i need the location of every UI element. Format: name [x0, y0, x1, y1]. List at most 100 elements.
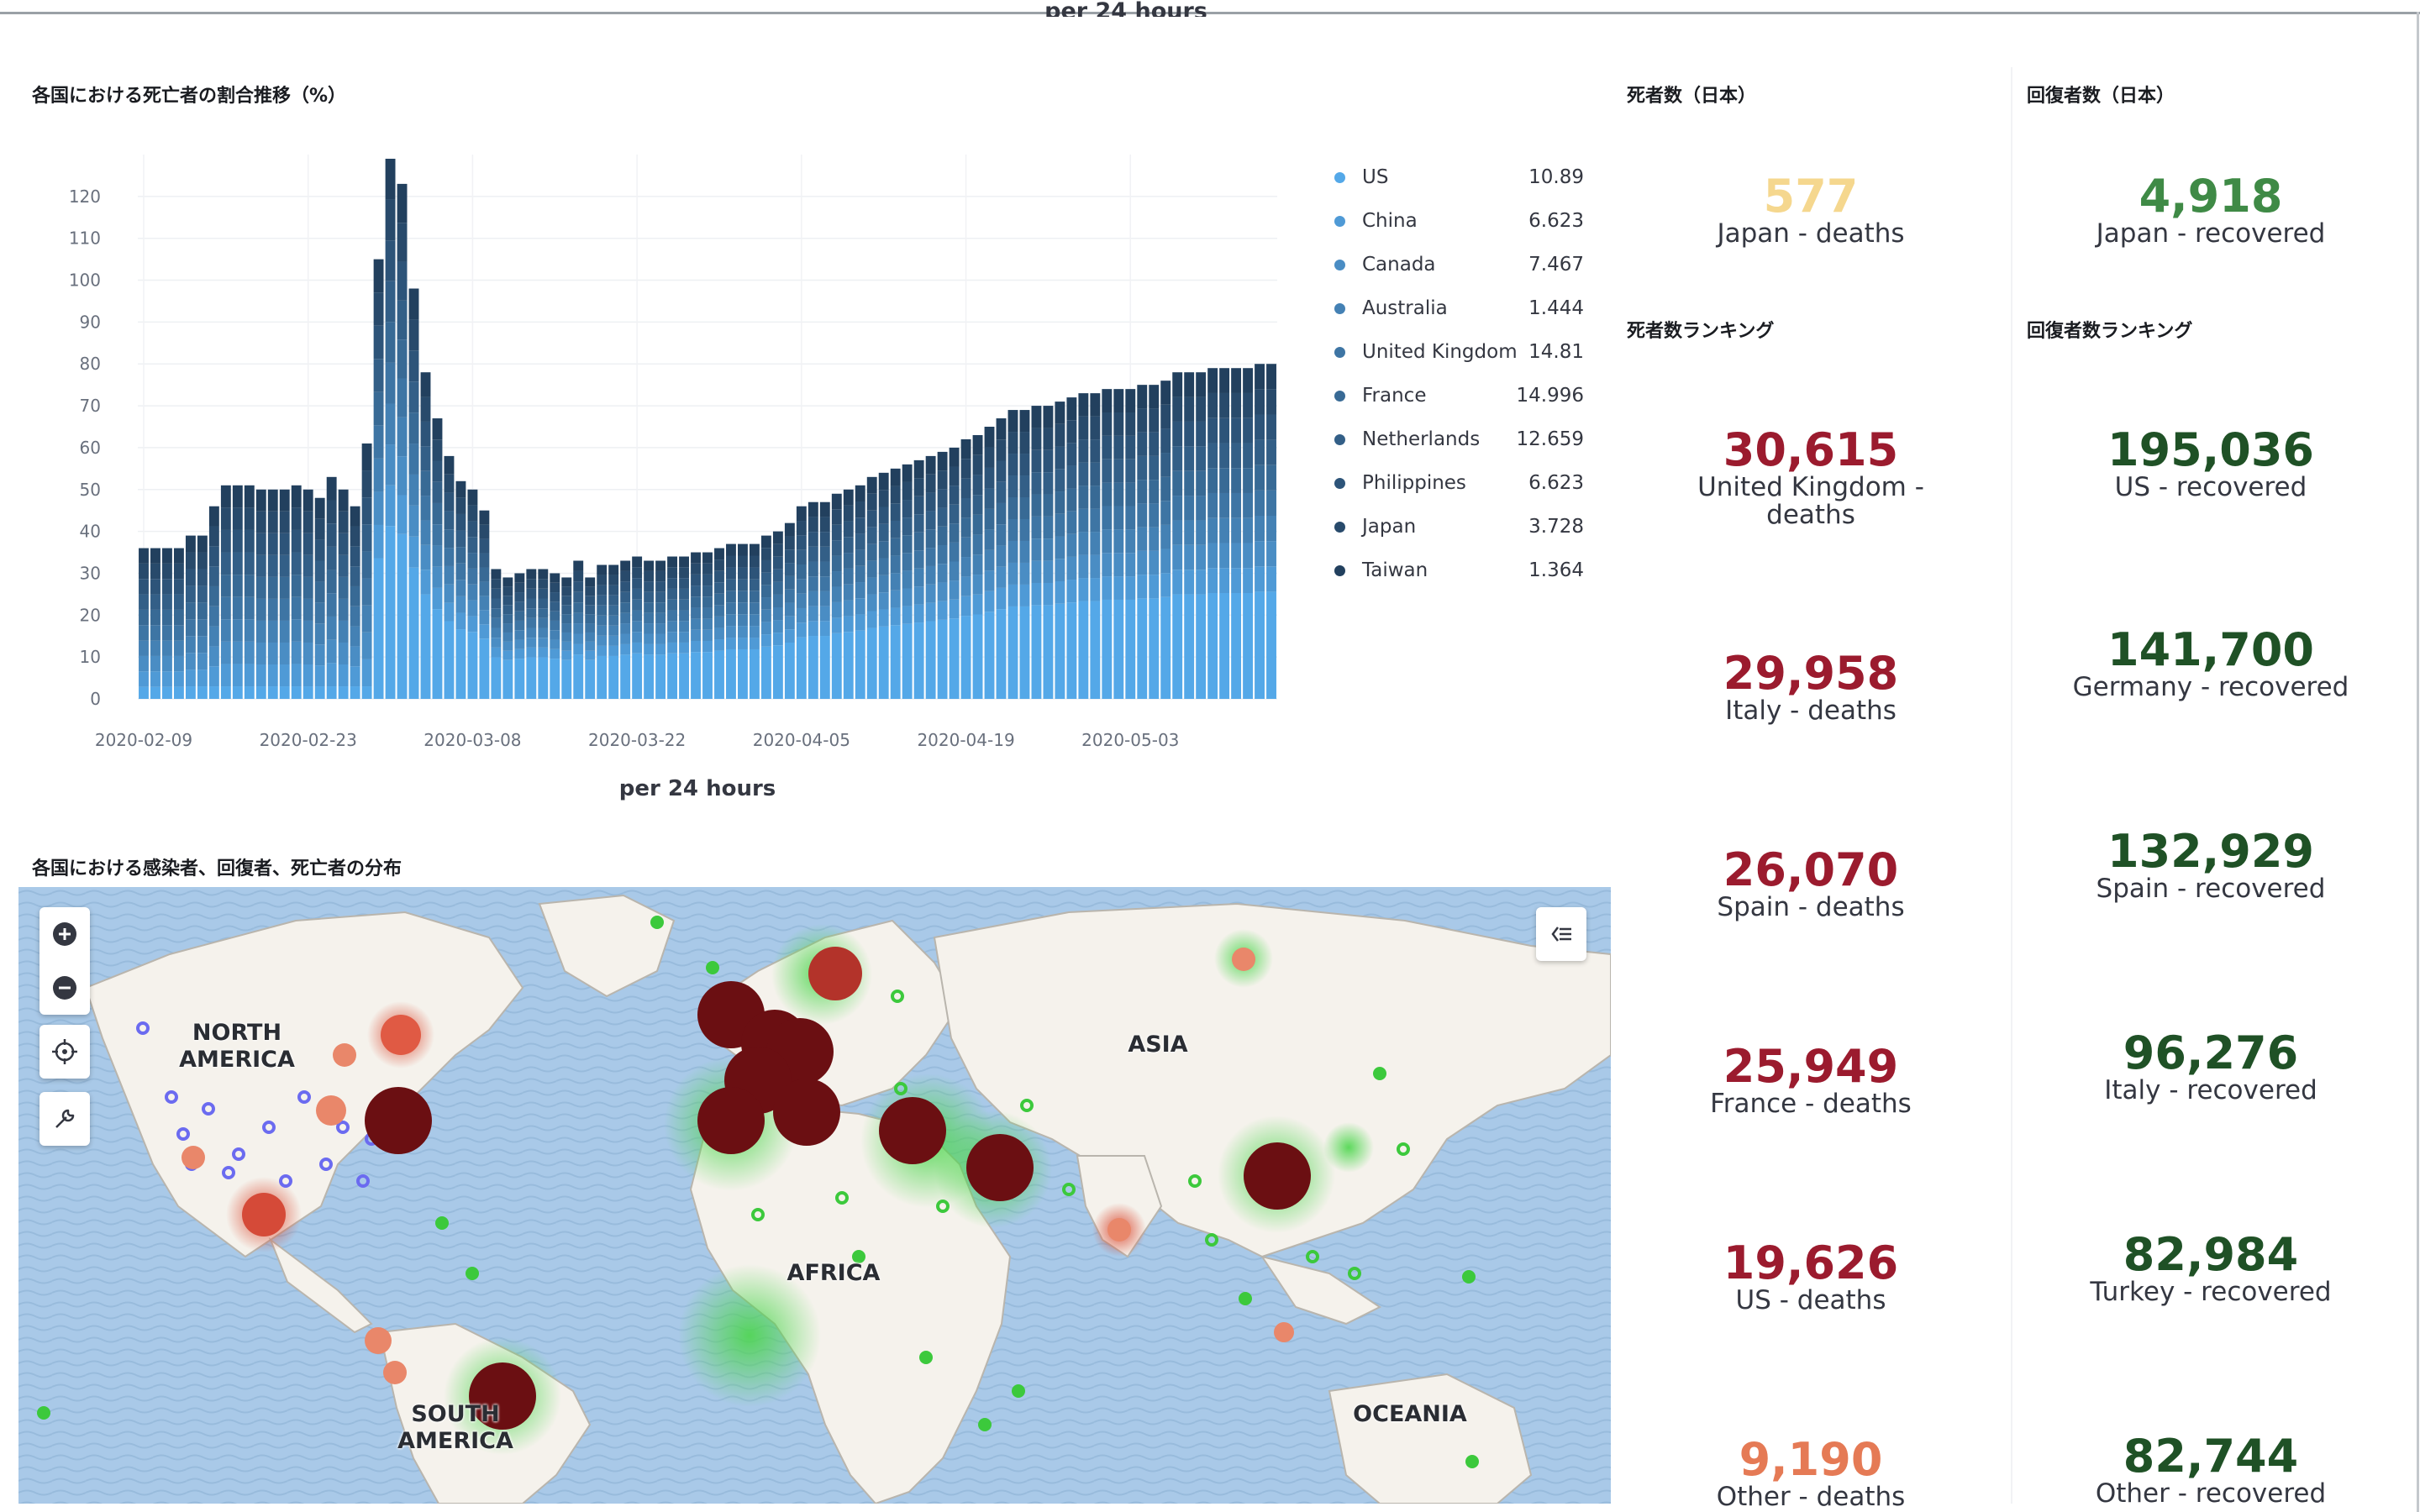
bar-segment [760, 548, 771, 560]
map-canvas[interactable] [18, 887, 1611, 1504]
bar-segment [1043, 428, 1054, 450]
bar-segment [819, 546, 830, 562]
bar-segment [620, 602, 631, 613]
bar-segment [949, 561, 960, 581]
marker-deaths-small [333, 1043, 356, 1067]
bar-segment [1102, 482, 1113, 507]
map-large-markers [365, 981, 1311, 1430]
bar-segment [890, 486, 901, 504]
stacked-bar [467, 489, 478, 699]
legend-toggle-button[interactable] [1536, 907, 1586, 961]
legend-item[interactable]: Philippines 6.623 [1332, 470, 1584, 496]
bar-segment [326, 593, 337, 617]
bar-segment [291, 552, 302, 575]
bar-segment [866, 476, 877, 494]
bar-segment [1266, 439, 1276, 465]
chart-x-axis-title: per 24 hours [618, 776, 776, 801]
map-label-africa: AFRICA [786, 1260, 881, 1286]
bar-segment [432, 460, 443, 482]
bar-segment [855, 549, 865, 566]
bar-segment [185, 619, 196, 637]
legend-item[interactable]: Taiwan 1.364 [1332, 558, 1584, 583]
metric-value: 19,626 [1723, 1236, 1899, 1289]
legend-item[interactable]: US 10.89 [1332, 165, 1584, 190]
bar-segment [855, 565, 865, 583]
bar-segment [855, 485, 865, 501]
legend-item[interactable]: Japan 3.728 [1332, 514, 1584, 539]
bar-segment [139, 563, 149, 580]
bar-segment [597, 595, 608, 606]
bar-segment [866, 510, 877, 528]
bar-segment [455, 480, 466, 498]
legend-item[interactable]: United Kingdom 14.81 [1332, 339, 1584, 365]
zoom-out-button[interactable] [39, 961, 90, 1015]
fit-bounds-button[interactable] [39, 1025, 90, 1079]
stacked-bar [314, 497, 325, 699]
bar-segment [173, 563, 184, 580]
stacked-bar [819, 501, 830, 699]
bar-segment [385, 240, 396, 281]
bar-segment [1090, 486, 1101, 509]
bar-segment [937, 451, 948, 471]
bar-segment [467, 568, 478, 585]
bar-segment [185, 636, 196, 654]
bar-segment [913, 550, 924, 569]
legend-item[interactable]: China 6.623 [1332, 208, 1584, 234]
bar-segment [397, 300, 408, 340]
bar-segment [279, 664, 290, 687]
legend-item[interactable]: France 14.996 [1332, 383, 1584, 408]
bar-segment [667, 588, 678, 600]
bar-segment [1090, 508, 1101, 533]
bar-segment [1255, 439, 1265, 465]
bar-segment [655, 560, 666, 571]
bar-segment [220, 641, 231, 664]
legend-dot-icon [1334, 565, 1345, 576]
bar-segment [255, 664, 266, 687]
bar-segment [1102, 576, 1113, 600]
bar-segment [1243, 568, 1254, 593]
bar-segment [738, 638, 748, 649]
bar-segment [302, 576, 313, 599]
bar-segment [420, 594, 431, 699]
stacked-bar [573, 560, 584, 699]
bar-segment [1184, 470, 1195, 496]
bar-segment [796, 549, 807, 565]
legend-item[interactable]: Netherlands 12.659 [1332, 427, 1584, 452]
bar-segment [1255, 566, 1265, 592]
bar-segment [655, 623, 666, 634]
bar-segment [1043, 582, 1054, 606]
stacked-bar [1007, 410, 1018, 699]
legend-item[interactable]: Canada 7.467 [1332, 252, 1584, 277]
bar-segment [479, 610, 490, 625]
bar-segment [1266, 541, 1276, 567]
bar-segment [361, 578, 372, 606]
bar-segment [1160, 453, 1171, 477]
bar-segment [949, 466, 960, 486]
bar-segment [749, 555, 760, 568]
bar-segment [397, 495, 408, 534]
bar-segment [220, 507, 231, 530]
bar-segment [608, 645, 619, 656]
bar-segment [561, 614, 572, 624]
bar-segment [1113, 576, 1124, 600]
bar-segment [597, 585, 608, 596]
bar-segment [1219, 468, 1230, 493]
world-map[interactable]: NORTH AMERICA SOUTH AMERICA AFRICA ASIA … [18, 887, 1611, 1504]
bar-segment [808, 606, 818, 622]
legend-item[interactable]: Australia 1.444 [1332, 296, 1584, 321]
metric-label: United Kingdom - deaths [1697, 472, 1924, 530]
bar-segment [1078, 508, 1089, 533]
marker-confirmed [176, 1127, 190, 1141]
bar-segment [949, 447, 960, 467]
legend-item-name: United Kingdom [1362, 341, 1518, 363]
bar-segment [185, 653, 196, 670]
stacked-bar [526, 569, 537, 699]
bar-segment [996, 439, 1007, 461]
stacked-bar [267, 489, 278, 699]
tools-button[interactable] [39, 1092, 90, 1146]
bar-segment [314, 581, 325, 603]
zoom-in-button[interactable] [39, 907, 90, 961]
legend-item-value: 14.81 [1528, 341, 1584, 363]
bar-segment [385, 362, 396, 404]
bar-segment [373, 458, 384, 492]
